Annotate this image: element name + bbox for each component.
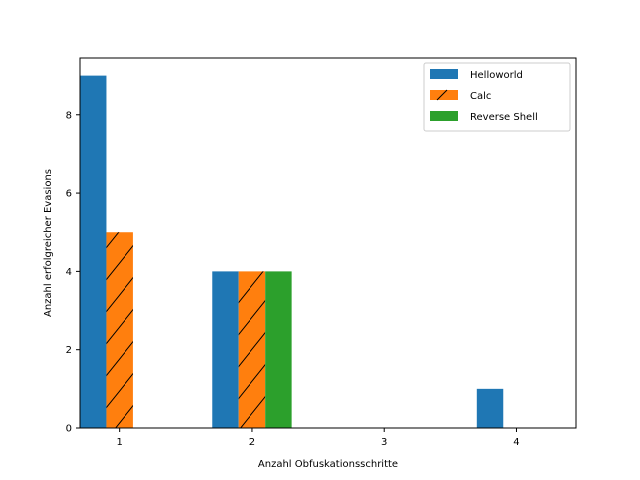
- bars-layer: [80, 75, 504, 428]
- legend-swatch-hatch: [436, 89, 448, 101]
- legend-swatch-helloworld: [430, 69, 458, 79]
- y-axis-ticks: 0 2 4 6 8: [66, 110, 80, 435]
- legend: Helloworld Calc Reverse Shell: [423, 62, 571, 132]
- x-axis-ticks: 1 2 3 4: [116, 428, 520, 448]
- legend-swatch-calc: [430, 90, 458, 100]
- legend-box: [423, 62, 571, 132]
- plot-frame: [79, 57, 577, 429]
- bar-helloworld-2: [212, 271, 239, 428]
- legend-label: Calc: [470, 91, 491, 102]
- y-axis-label: Anzahl erfolgreicher Evasions: [43, 169, 54, 317]
- y-tick-label: 6: [66, 189, 72, 200]
- bar-hatch-calc-2: [238, 271, 266, 428]
- x-tick-label: 2: [249, 437, 255, 448]
- y-tick-label: 4: [66, 267, 72, 278]
- y-tick-label: 0: [66, 424, 72, 435]
- y-tick-label: 8: [66, 110, 72, 121]
- x-tick-label: 3: [381, 437, 387, 448]
- x-tick-label: 1: [116, 437, 122, 448]
- bar-reverse-shell-2: [265, 271, 292, 428]
- x-tick-label: 4: [513, 437, 519, 448]
- legend-swatch-reverse-shell: [430, 111, 458, 121]
- x-axis-label: Anzahl Obfuskationsschritte: [258, 459, 398, 470]
- y-tick-label: 2: [66, 345, 72, 356]
- bar-hatch-calc-1: [106, 232, 133, 428]
- legend-label: Helloworld: [470, 70, 523, 81]
- bar-helloworld-4: [476, 388, 504, 428]
- bar-helloworld-1: [80, 75, 107, 428]
- legend-label: Reverse Shell: [470, 112, 538, 123]
